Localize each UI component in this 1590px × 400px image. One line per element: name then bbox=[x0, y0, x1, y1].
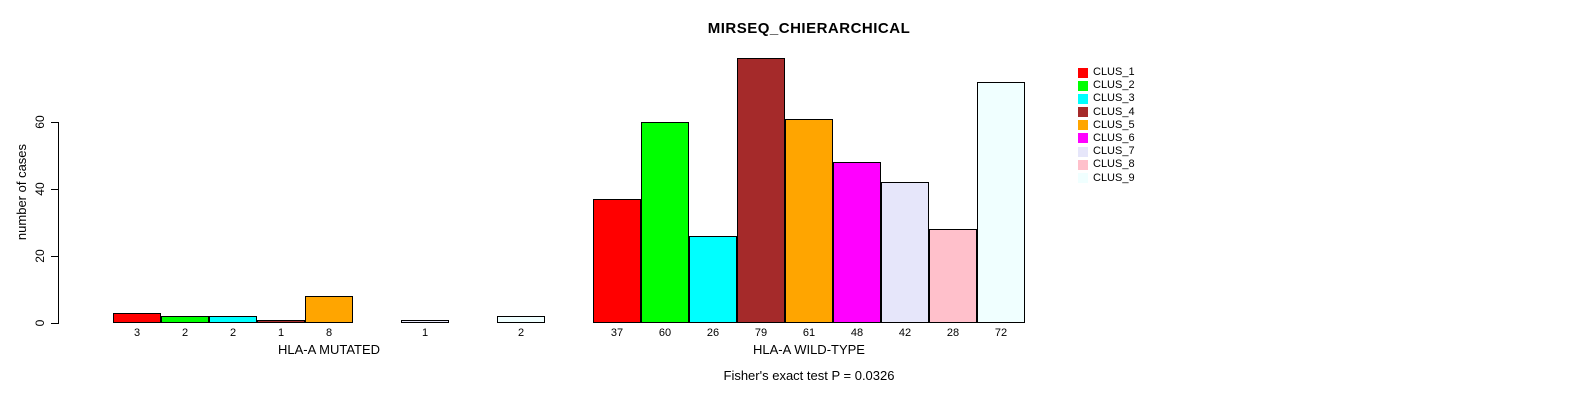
legend-item-clus_6: CLUS_6 bbox=[1078, 132, 1135, 145]
legend: CLUS_1 CLUS_2 CLUS_3 CLUS_4 CLUS_5 CLUS_6 CLUS… bbox=[1078, 66, 1135, 185]
legend-label: CLUS_8 bbox=[1093, 158, 1135, 171]
legend-label: CLUS_9 bbox=[1093, 171, 1135, 184]
bar-value-label: 72 bbox=[994, 327, 1008, 339]
bar-value-label: 8 bbox=[325, 327, 333, 339]
bar-value-label: 42 bbox=[898, 327, 912, 339]
bar-clus_3-group1 bbox=[689, 236, 737, 323]
legend-swatch bbox=[1078, 133, 1088, 144]
legend-item-clus_1: CLUS_1 bbox=[1078, 66, 1135, 79]
bar-value-label: 2 bbox=[229, 327, 237, 339]
y-axis-line bbox=[58, 122, 59, 324]
bar-clus_5-group0 bbox=[305, 296, 353, 323]
bar-clus_6-group1 bbox=[833, 162, 881, 323]
bar-clus_2-group1 bbox=[641, 122, 689, 323]
bar-clus_5-group1 bbox=[785, 119, 833, 323]
bar-value-label: 1 bbox=[421, 327, 429, 339]
bar-value-label: 3 bbox=[133, 327, 141, 339]
y-tick-label: 20 bbox=[33, 249, 47, 263]
legend-item-clus_5: CLUS_5 bbox=[1078, 119, 1135, 132]
legend-label: CLUS_5 bbox=[1093, 118, 1135, 131]
y-tick-label: 0 bbox=[33, 319, 47, 327]
y-axis-label: number of cases bbox=[14, 143, 29, 241]
y-tick-label: 40 bbox=[33, 182, 47, 196]
legend-swatch bbox=[1078, 159, 1088, 170]
legend-label: CLUS_3 bbox=[1093, 92, 1135, 105]
bar-value-label: 26 bbox=[706, 327, 720, 339]
legend-item-clus_8: CLUS_8 bbox=[1078, 158, 1135, 171]
legend-swatch bbox=[1078, 67, 1088, 78]
bar-clus_1-group1 bbox=[593, 199, 641, 323]
legend-item-clus_9: CLUS_9 bbox=[1078, 172, 1135, 185]
bar-clus_4-group0 bbox=[257, 320, 305, 323]
y-tick-mark bbox=[51, 189, 58, 190]
bar-value-label: 60 bbox=[658, 327, 672, 339]
y-tick-mark bbox=[51, 256, 58, 257]
bar-value-label: 48 bbox=[850, 327, 864, 339]
bar-clus_8-group1 bbox=[929, 229, 977, 323]
legend-label: CLUS_1 bbox=[1093, 66, 1135, 78]
legend-label: CLUS_2 bbox=[1093, 79, 1135, 92]
bar-value-label: 2 bbox=[517, 327, 525, 339]
legend-swatch bbox=[1078, 93, 1088, 104]
legend-item-clus_4: CLUS_4 bbox=[1078, 106, 1135, 119]
legend-item-clus_2: CLUS_2 bbox=[1078, 79, 1135, 92]
bar-clus_9-group0 bbox=[497, 316, 545, 323]
chart-title: MIRSEQ_CHIERARCHICAL bbox=[707, 20, 911, 37]
bar-value-label: 1 bbox=[277, 327, 285, 339]
bar-clus_7-group1 bbox=[881, 182, 929, 323]
legend-swatch bbox=[1078, 173, 1088, 183]
legend-label: CLUS_4 bbox=[1093, 105, 1135, 118]
bar-clus_7-group0 bbox=[401, 320, 449, 323]
legend-swatch bbox=[1078, 120, 1088, 131]
legend-label: CLUS_7 bbox=[1093, 145, 1135, 158]
y-tick-mark bbox=[51, 323, 58, 324]
legend-swatch bbox=[1078, 80, 1088, 91]
bar-clus_3-group0 bbox=[209, 316, 257, 323]
bar-clus_2-group0 bbox=[161, 316, 209, 323]
legend-item-clus_7: CLUS_7 bbox=[1078, 145, 1135, 158]
bar-clus_9-group1 bbox=[977, 82, 1025, 323]
bar-clus_4-group1 bbox=[737, 58, 785, 323]
legend-swatch bbox=[1078, 107, 1088, 118]
legend-swatch bbox=[1078, 146, 1088, 157]
bar-value-label: 61 bbox=[802, 327, 816, 339]
y-tick-mark bbox=[51, 122, 58, 123]
legend-item-clus_3: CLUS_3 bbox=[1078, 92, 1135, 105]
bar-value-label: 2 bbox=[181, 327, 189, 339]
x-axis-label-mutated: HLA-A MUTATED bbox=[277, 342, 381, 357]
fisher-test-annotation: Fisher's exact test P = 0.0326 bbox=[723, 368, 895, 383]
bar-clus_1-group0 bbox=[113, 313, 161, 323]
bar-value-label: 28 bbox=[946, 327, 960, 339]
x-axis-label-wild-type: HLA-A WILD-TYPE bbox=[753, 342, 865, 357]
y-tick-label: 60 bbox=[33, 115, 47, 129]
bar-value-label: 79 bbox=[754, 327, 768, 339]
legend-label: CLUS_6 bbox=[1093, 131, 1135, 144]
bar-value-label: 37 bbox=[610, 327, 624, 339]
